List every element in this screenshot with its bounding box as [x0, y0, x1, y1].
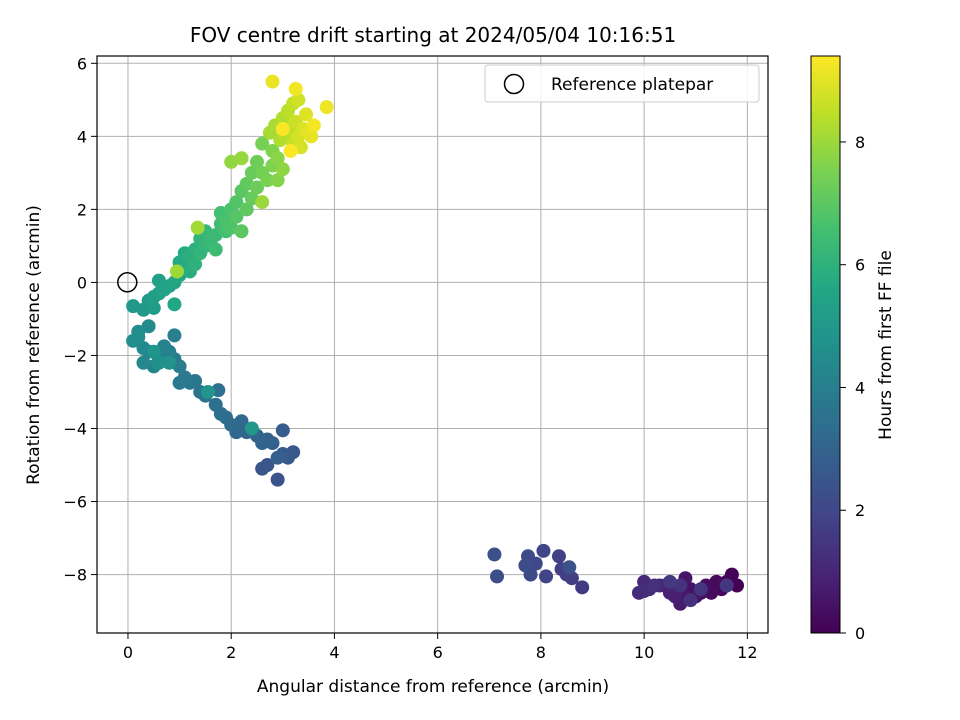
colorbar-tick-label: 8 — [855, 133, 865, 152]
scatter-point — [188, 257, 203, 272]
scatter-point — [146, 344, 161, 359]
scatter-point — [190, 220, 205, 235]
scatter-point — [487, 547, 502, 562]
scatter-point — [162, 355, 177, 370]
scatter-point — [265, 74, 280, 89]
y-tick-label: −2 — [63, 346, 87, 365]
scatter-point — [260, 173, 275, 188]
x-tick-label: 12 — [737, 643, 757, 662]
grid-lines — [97, 56, 768, 633]
scatter-point — [288, 81, 303, 96]
legend: Reference platepar — [484, 64, 760, 103]
scatter-point — [151, 355, 166, 370]
colorbar-ticks: 0 2 4 6 8 — [840, 133, 865, 643]
x-tick-label: 10 — [634, 643, 654, 662]
y-axis-label: Rotation from reference (arcmin) — [24, 205, 44, 485]
scatter-point — [275, 423, 290, 438]
scatter-point — [562, 560, 577, 575]
scatter-point — [146, 300, 161, 315]
scatter-point — [270, 450, 285, 465]
y-axis-ticks: −8 −6 −4 −2 0 2 4 6 — [63, 54, 97, 585]
scatter-point — [234, 151, 249, 166]
scatter-point — [167, 297, 182, 312]
scatter-point — [637, 584, 652, 599]
scatter-point — [239, 202, 254, 217]
scatter-point — [536, 543, 551, 558]
scatter-point — [551, 549, 566, 564]
scatter-point — [719, 578, 734, 593]
y-tick-label: 4 — [77, 127, 87, 146]
scatter-point — [683, 593, 698, 608]
scatter-point — [172, 375, 187, 390]
legend-marker — [503, 73, 525, 95]
x-tick-label: 8 — [536, 643, 546, 662]
scatter-point — [211, 383, 226, 398]
scatter-point — [539, 569, 554, 584]
scatter-point — [157, 339, 172, 354]
scatter-point — [208, 242, 223, 257]
colorbar-label: Hours from first FF file — [876, 250, 896, 440]
scatter-point — [693, 582, 708, 597]
scatter-point — [131, 330, 146, 345]
legend-box — [484, 64, 760, 103]
y-tick-label: −8 — [63, 566, 87, 585]
y-tick-label: 0 — [77, 273, 87, 292]
y-tick-label: 2 — [77, 200, 87, 219]
scatter-point — [518, 558, 533, 573]
colorbar-tick-label: 0 — [855, 624, 865, 643]
colorbar-gradient — [810, 55, 841, 634]
scatter-point — [250, 180, 265, 195]
colorbar-tick-label: 4 — [855, 378, 865, 397]
y-tick-label: 6 — [77, 54, 87, 73]
x-axis-label: Angular distance from reference (arcmin) — [257, 677, 609, 697]
scatter-point — [306, 118, 321, 133]
plot-frame — [96, 55, 769, 634]
x-tick-label: 4 — [329, 643, 339, 662]
scatter-point — [244, 165, 259, 180]
x-axis-ticks: 0 2 4 6 8 10 12 — [123, 633, 758, 662]
scatter-point — [270, 173, 285, 188]
scatter-point — [250, 154, 265, 169]
scatter-point — [575, 580, 590, 595]
scatter-point — [200, 384, 215, 399]
scatter-point — [275, 162, 290, 177]
x-tick-label: 6 — [433, 643, 443, 662]
scatter-point — [255, 195, 270, 210]
scatter-point — [229, 195, 244, 210]
scatter-point — [270, 472, 285, 487]
scatter-point — [270, 151, 285, 166]
reference-platepar-marker — [117, 272, 138, 293]
scatter-point — [255, 136, 270, 151]
scatter-point — [136, 355, 151, 370]
scatter-point — [662, 574, 677, 589]
legend-entry-reference: Reference platepar — [551, 75, 713, 95]
scatter-point — [275, 122, 290, 137]
colorbar: 0 2 4 6 8 Hours from first FF file — [810, 55, 896, 643]
scatter-point — [141, 319, 156, 334]
scatter-point — [208, 397, 223, 412]
chart-title: FOV centre drift starting at 2024/05/04 … — [190, 23, 676, 47]
y-tick-label: −4 — [63, 419, 87, 438]
scatter-point — [255, 461, 270, 476]
scatter-point — [490, 569, 505, 584]
scatter-point — [647, 578, 662, 593]
scatter-point — [244, 421, 259, 436]
scatter-point — [299, 107, 314, 122]
scatter-point — [167, 328, 182, 343]
x-tick-label: 2 — [226, 643, 236, 662]
y-tick-label: −6 — [63, 493, 87, 512]
scatter-point — [170, 264, 185, 279]
scatter-point — [319, 100, 334, 115]
scatter-point — [283, 143, 298, 158]
colorbar-tick-label: 2 — [855, 501, 865, 520]
scatter-point — [234, 224, 249, 239]
scatter-point — [229, 209, 244, 224]
colorbar-tick-label: 6 — [855, 256, 865, 275]
scatter-point — [304, 129, 319, 144]
x-tick-label: 0 — [123, 643, 133, 662]
scatter-point — [291, 92, 306, 107]
scatter-points — [126, 74, 745, 611]
